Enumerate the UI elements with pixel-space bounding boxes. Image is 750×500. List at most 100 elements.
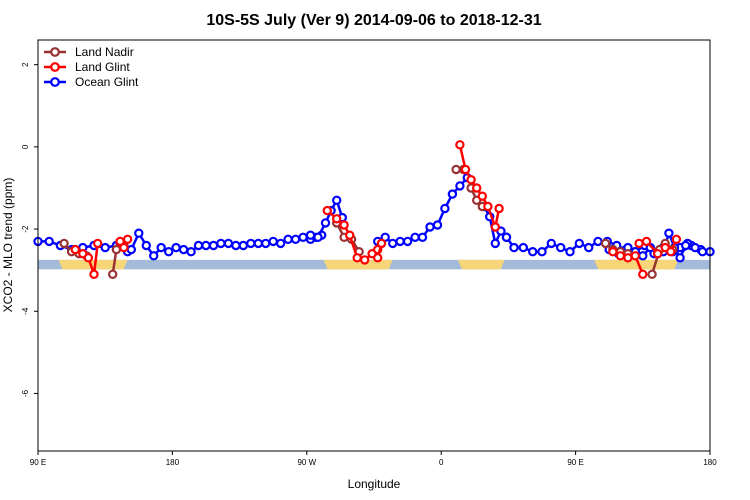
ocean-glint-point: [584, 242, 594, 253]
land-glint-point: [360, 255, 370, 265]
legend-label-land-nadir: Land Nadir: [75, 45, 134, 59]
ocean-glint-point: [425, 222, 435, 232]
series-layer: [33, 140, 715, 279]
ocean-glint-point: [518, 242, 529, 253]
ocean-glint-point: [171, 242, 181, 253]
land-glint-point: [373, 253, 383, 263]
x-tick-label-4: 90 E: [567, 458, 583, 467]
land-glint-point: [376, 238, 387, 249]
x-tick-label-0: 90 E: [30, 458, 46, 467]
ocean-glint-point: [565, 246, 575, 257]
y-tick-label-2: -2: [21, 225, 30, 233]
land-nadir-point: [600, 238, 611, 249]
land-glint-point: [332, 214, 342, 224]
x-tick-label-1: 180: [166, 458, 180, 467]
land-nadir-point: [451, 164, 461, 175]
y-axis-label: XCO2 - MLO trend (ppm): [1, 178, 15, 313]
ocean-glint-point: [178, 244, 189, 255]
y-tick-label-4: -6: [21, 389, 30, 397]
land-band-segment-3: [594, 259, 679, 270]
series-land-glint: [70, 140, 682, 279]
land-glint-point: [352, 253, 362, 263]
land-glint-point: [455, 140, 465, 150]
ocean-glint-point: [148, 251, 159, 261]
land-ocean-band: [38, 259, 710, 270]
ocean-glint-point: [186, 246, 196, 257]
ocean-glint-point: [134, 228, 144, 238]
ocean-glint-point: [193, 240, 204, 251]
ocean-glint-point: [253, 238, 263, 249]
ocean-glint-point: [268, 236, 278, 247]
ocean-glint-point: [320, 218, 331, 228]
land-glint-point: [608, 246, 618, 257]
ocean-glint-point: [574, 238, 585, 249]
land-glint-point: [70, 244, 81, 255]
ocean-glint-point: [528, 246, 538, 257]
land-glint-point: [472, 183, 482, 193]
ocean-glint-point: [675, 253, 685, 263]
ocean-glint-point: [410, 232, 420, 242]
ocean-glint-point: [388, 238, 398, 249]
ocean-glint-point: [417, 232, 428, 242]
land-glint-point: [345, 230, 355, 240]
land-glint-point: [339, 220, 349, 230]
chart-title: 10S-5S July (Ver 9) 2014-09-06 to 2018-1…: [206, 12, 541, 29]
land-glint-point: [477, 191, 487, 201]
ocean-glint-point: [664, 228, 674, 238]
x-axis-label: Longitude: [348, 477, 401, 491]
ocean-glint-point: [690, 242, 700, 253]
ocean-glint-point: [246, 238, 256, 249]
legend-marker-land-glint: [50, 62, 60, 72]
legend-label-land-glint: Land Glint: [75, 60, 130, 74]
land-glint-point: [494, 203, 504, 214]
ocean-glint-point: [501, 232, 512, 242]
ocean-glint-point: [432, 220, 443, 230]
land-glint-point: [92, 238, 103, 249]
ocean-glint-point: [208, 240, 219, 251]
ocean-glint-point: [638, 251, 648, 261]
ocean-glint-point: [201, 240, 211, 251]
ocean-glint-point: [509, 242, 519, 253]
land-glint-point: [653, 248, 663, 259]
ocean-glint-point: [440, 203, 450, 214]
x-tick-label-2: 90 W: [297, 458, 316, 467]
ocean-glint-point: [216, 238, 226, 249]
land-band-segment-1: [323, 259, 393, 270]
ocean-glint-point: [126, 244, 137, 255]
land-glint-point: [122, 234, 133, 244]
land-glint-point: [322, 205, 332, 216]
ocean-glint-point: [141, 240, 151, 251]
land-glint-point: [623, 253, 633, 263]
ocean-glint-point: [223, 238, 234, 249]
ocean-glint-point: [298, 232, 308, 242]
ocean-glint-point: [283, 234, 293, 244]
ocean-glint-point: [276, 238, 286, 249]
land-nadir-point: [647, 269, 657, 279]
land-glint-point: [466, 174, 476, 185]
land-glint-point: [671, 234, 682, 244]
land-band-segment-0: [58, 259, 128, 270]
land-glint-point: [83, 253, 94, 263]
x-tick-label-5: 180: [703, 458, 717, 467]
ocean-glint-point: [455, 181, 465, 191]
ocean-glint-point: [290, 234, 301, 244]
legend-marker-land-nadir: [50, 47, 60, 57]
y-tick-label-0: 2: [21, 62, 30, 67]
x-tick-label-3: 0: [439, 458, 444, 467]
ocean-glint-point: [163, 246, 174, 257]
land-nadir-point: [111, 244, 122, 255]
ocean-glint-point: [402, 236, 413, 247]
ocean-glint-point: [44, 236, 54, 247]
ocean-glint-point: [537, 246, 547, 257]
land-glint-point: [483, 201, 493, 212]
land-glint-point: [460, 164, 471, 175]
ocean-glint-point: [593, 236, 603, 247]
land-nadir-point: [59, 238, 69, 249]
ocean-glint-point: [231, 240, 241, 251]
ocean-glint-point: [156, 242, 166, 253]
ocean-glint-point: [313, 232, 323, 242]
ocean-glint-point: [681, 240, 691, 251]
land-glint-point: [89, 269, 99, 279]
